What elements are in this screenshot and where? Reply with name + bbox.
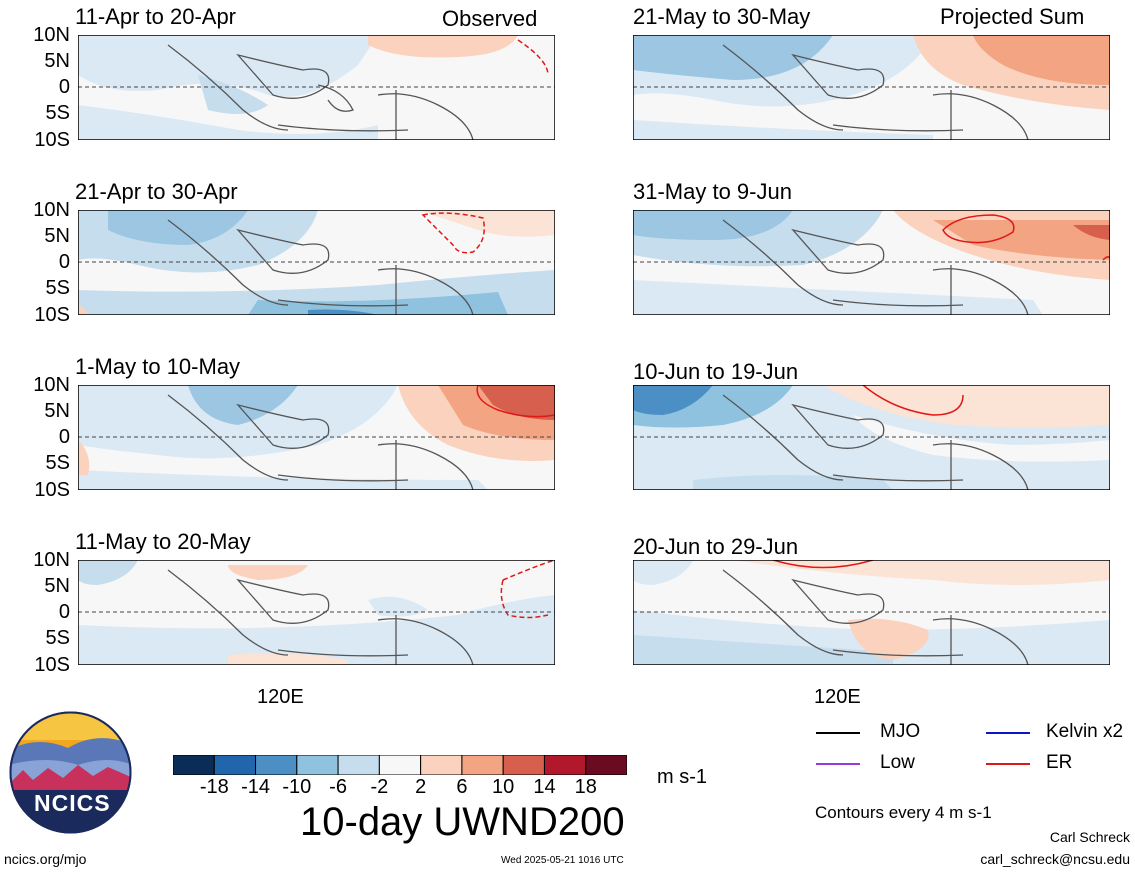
colorbar-swatch (543, 755, 587, 775)
lat-label: 10N (33, 549, 70, 571)
map-panel-8 (633, 560, 1110, 665)
site-link[interactable]: ncics.org/mjo (4, 851, 87, 867)
lat-label: 5S (45, 102, 70, 124)
colorbar-tick: -14 (241, 776, 270, 798)
lat-label: 5N (44, 50, 70, 72)
projected-sum-label: Projected Sum (940, 4, 1085, 29)
colorbar-swatch (173, 755, 215, 775)
legend-low-line (816, 763, 860, 765)
map-panel-6 (633, 210, 1110, 315)
map-panel-7 (633, 385, 1110, 490)
lon-label-left: 120E (257, 686, 304, 708)
lat-label: 10S (34, 479, 70, 501)
lat-label: 10S (34, 129, 70, 151)
ncics-logo (9, 711, 132, 834)
author-email[interactable]: carl_schreck@ncsu.edu (980, 851, 1130, 867)
panel-title-8: 20-Jun to 29-Jun (633, 534, 799, 559)
lat-label: 10N (33, 24, 70, 46)
map-panel-2 (78, 210, 555, 315)
map-panel-4 (78, 560, 555, 665)
colorbar-swatch (378, 755, 422, 775)
observed-label: Observed (442, 6, 538, 31)
lat-label: 5N (44, 400, 70, 422)
colorbar-tick: 2 (415, 776, 427, 798)
colorbar-swatch (296, 755, 339, 775)
legend-er: ER (1046, 752, 1073, 773)
author: Carl Schreck (1049, 829, 1130, 845)
legend-mjo: MJO (880, 721, 921, 742)
colorbar-tick: 6 (456, 776, 468, 798)
lat-label: 5N (44, 575, 70, 597)
legend-kelvin: Kelvin x2 (1046, 721, 1124, 742)
lat-label: 10N (33, 199, 70, 221)
legend-low: Low (880, 752, 915, 773)
colorbar-tick: 18 (574, 776, 597, 798)
contour-note: Contours every 4 m s-1 (815, 803, 992, 822)
panel-title-5: 21-May to 30-May (633, 4, 811, 29)
panel-title-2: 21-Apr to 30-Apr (75, 179, 238, 204)
colorbar-tick: -6 (329, 776, 347, 798)
colorbar-tick: 10 (492, 776, 515, 798)
panel-title-3: 1-May to 10-May (75, 354, 241, 379)
colorbar-tick: -2 (370, 776, 389, 798)
map-panel-3 (78, 385, 555, 490)
colorbar-swatch (420, 755, 463, 775)
colorbar-tick: -18 (199, 776, 229, 798)
colorbar-tick: 14 (533, 776, 556, 798)
panel-title-7: 10-Jun to 19-Jun (633, 359, 799, 384)
colorbar-swatch (213, 755, 257, 775)
colorbar-swatch (337, 755, 380, 775)
colorbar-swatch (461, 755, 504, 775)
colorbar (173, 755, 627, 775)
lat-label: 10N (33, 374, 70, 396)
lat-label: 10S (34, 304, 70, 326)
lat-label: 5S (45, 277, 70, 299)
legend-er-line (986, 763, 1030, 765)
timestamp: Wed 2025-05-21 1016 UTC (501, 855, 624, 866)
lat-label: 5S (45, 627, 70, 649)
colorbar-swatch (502, 755, 545, 775)
legend-mjo-line (816, 732, 860, 734)
lat-label: 0 (58, 601, 70, 623)
lat-label: 0 (58, 251, 70, 273)
lat-label: 0 (58, 76, 70, 98)
panel-title-6: 31-May to 9-Jun (633, 179, 792, 204)
panel-title-1: 11-Apr to 20-Apr (75, 4, 237, 29)
map-panel-5 (633, 35, 1110, 140)
lat-label: 5S (45, 452, 70, 474)
map-panel-1 (78, 35, 555, 140)
colorbar-tick: -10 (282, 776, 312, 798)
logo-text: NCICS (34, 790, 111, 816)
colorbar-swatch (255, 755, 298, 775)
lon-label-right: 120E (814, 686, 861, 708)
colorbar-swatch (585, 755, 627, 775)
figure-title: 10-day UWND200 (300, 800, 625, 844)
colorbar-unit: m s-1 (657, 766, 707, 788)
lat-label: 0 (58, 426, 70, 448)
legend-kelvin-line (986, 732, 1030, 734)
panel-title-4: 11-May to 20-May (75, 529, 251, 554)
lat-label: 5N (44, 225, 70, 247)
lat-label: 10S (34, 654, 70, 676)
